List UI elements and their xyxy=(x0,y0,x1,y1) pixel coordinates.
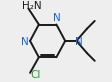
Text: N: N xyxy=(75,37,83,47)
Text: N: N xyxy=(21,37,29,47)
Text: H₂N: H₂N xyxy=(23,1,42,11)
Text: N: N xyxy=(53,13,60,23)
Text: Cl: Cl xyxy=(31,70,41,80)
